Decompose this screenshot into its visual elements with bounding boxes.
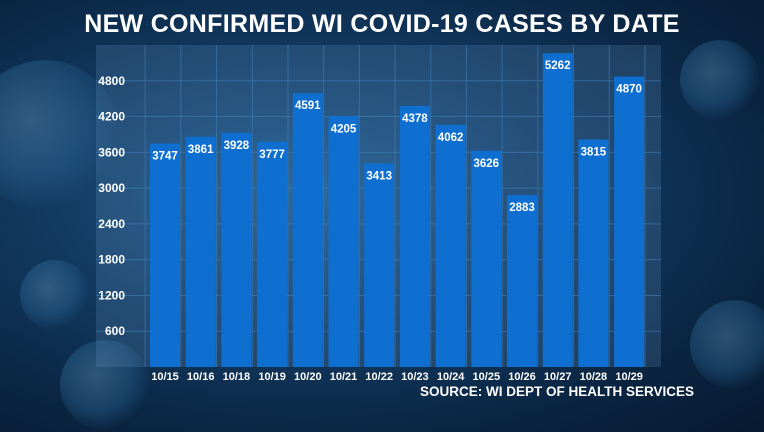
bar — [507, 195, 537, 367]
x-tick-label: 10/20 — [294, 371, 322, 383]
virus-background-image — [60, 340, 150, 430]
y-tick-label: 3000 — [98, 181, 125, 195]
x-tick-label: 10/22 — [365, 371, 393, 383]
bar — [614, 76, 645, 368]
x-tick-label: 10/19 — [258, 371, 286, 383]
x-tick-label: 10/23 — [401, 371, 429, 383]
bar — [328, 116, 359, 367]
x-tick-label: 10/26 — [508, 371, 536, 383]
data-label: 3626 — [474, 158, 500, 170]
data-label: 3861 — [188, 144, 214, 156]
x-tick-label: 10/16 — [187, 371, 215, 383]
data-label: 3413 — [366, 170, 392, 182]
bar — [292, 93, 323, 368]
bar — [578, 139, 609, 367]
data-label: 3747 — [152, 151, 178, 163]
virus-background-image — [690, 300, 764, 390]
bar — [399, 105, 430, 368]
x-tick-label: 10/18 — [223, 371, 251, 383]
virus-background-image — [20, 260, 90, 330]
y-tick-label: 4200 — [98, 110, 125, 124]
data-label: 4870 — [616, 84, 642, 96]
data-label: 5262 — [545, 60, 571, 72]
x-tick-label: 10/15 — [151, 371, 179, 383]
source-caption: SOURCE: WI DEPT OF HEALTH SERVICES — [419, 384, 694, 399]
data-label: 3777 — [259, 149, 285, 161]
virus-background-image — [680, 40, 760, 120]
bar — [435, 124, 466, 367]
x-tick-label: 10/24 — [437, 371, 465, 383]
y-tick-label: 1800 — [98, 253, 125, 267]
bar — [150, 143, 180, 367]
data-label: 4378 — [402, 113, 428, 125]
data-label: 3815 — [581, 147, 607, 159]
x-tick-label: 10/27 — [544, 371, 572, 383]
bar — [364, 163, 395, 367]
virus-background-image — [0, 60, 120, 210]
x-tick-label: 10/25 — [473, 371, 501, 383]
y-tick-label: 3600 — [98, 145, 125, 159]
bar — [257, 141, 288, 367]
y-tick-label: 1200 — [98, 288, 125, 302]
bar — [542, 53, 573, 368]
bar — [221, 132, 252, 367]
y-tick-label: 600 — [105, 324, 125, 338]
data-label: 3928 — [224, 140, 250, 152]
data-label: 4062 — [438, 132, 464, 144]
data-label: 4591 — [295, 100, 321, 112]
bar — [471, 150, 502, 367]
data-label: 2883 — [509, 202, 535, 214]
x-tick-label: 10/29 — [615, 371, 643, 383]
x-tick-label: 10/21 — [330, 371, 358, 383]
y-tick-label: 4800 — [98, 74, 125, 88]
y-tick-label: 2400 — [98, 217, 125, 231]
bar — [185, 136, 216, 367]
data-label: 4205 — [331, 123, 357, 135]
x-tick-label: 10/28 — [580, 371, 608, 383]
chart-title: NEW CONFIRMED WI COVID-19 CASES BY DATE — [84, 10, 680, 38]
